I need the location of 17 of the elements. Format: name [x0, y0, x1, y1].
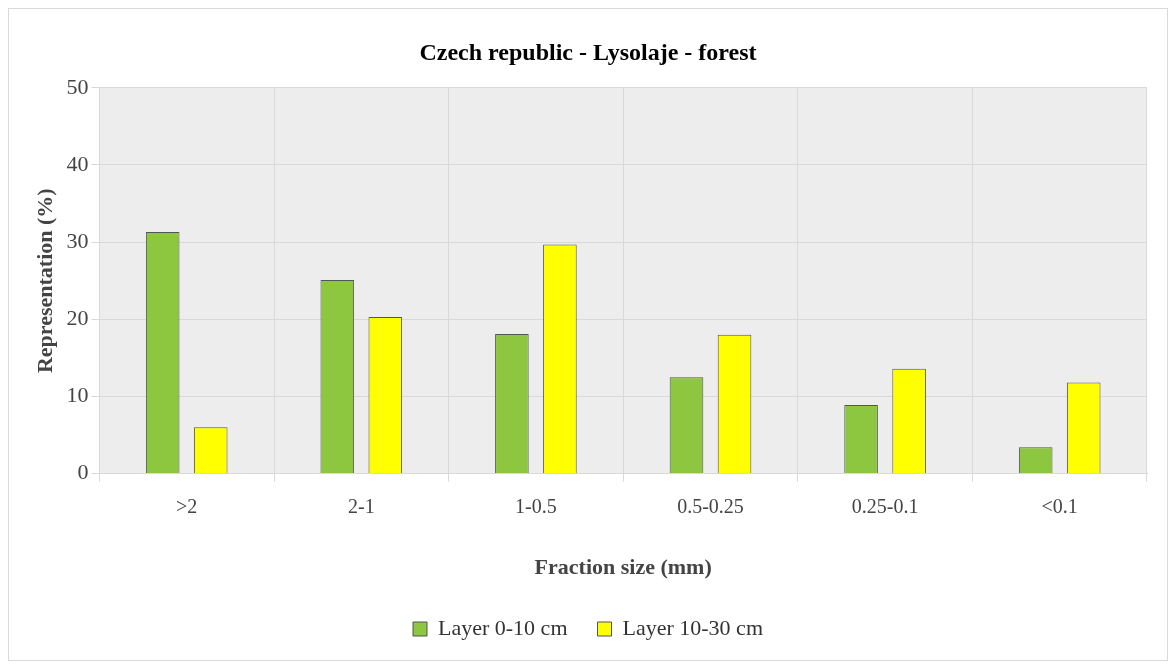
- y-tick-label: 20: [66, 305, 89, 331]
- y-tick-label: 40: [66, 150, 89, 176]
- chart-title: Czech republic - Lysolaje - forest: [419, 38, 757, 65]
- x-tick-label: 1-0.5: [515, 494, 557, 517]
- x-tick-label: >2: [176, 494, 198, 517]
- x-tick-label: 0.5-0.25: [677, 494, 744, 517]
- y-tick-label: 10: [66, 382, 89, 408]
- y-tick-label: 50: [66, 73, 89, 99]
- y-axis-title: Representation (%): [31, 188, 57, 374]
- x-axis-title: Fraction size (mm): [534, 554, 712, 580]
- legend-label: Layer 0-10 cm: [438, 614, 568, 640]
- x-tick-label: 0.25-0.1: [851, 494, 919, 517]
- x-tick-label: 2-1: [347, 494, 375, 517]
- legend-label: Layer 10-30 cm: [622, 614, 763, 640]
- y-tick-label: 0: [77, 459, 89, 485]
- x-tick-label: <0.1: [1041, 494, 1078, 517]
- y-tick-label: 30: [66, 227, 89, 253]
